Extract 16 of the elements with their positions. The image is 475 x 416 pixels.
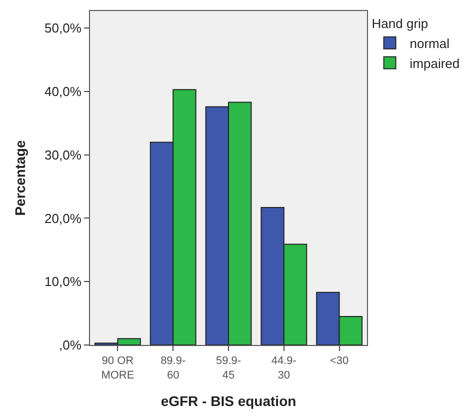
y-tick-label: 10,0% [44,274,82,290]
x-tick-label: 89.9-60 [160,355,186,382]
y-tick-label: ,0% [58,338,82,353]
x-tick-label: <30 [330,355,349,368]
y-tick-label: 30,0% [44,147,82,162]
legend-label: impaired [410,56,460,71]
y-tick-label: 20,0% [44,210,82,226]
y-axis-title: Percentage [12,140,28,216]
legend-label: normal [410,36,450,51]
x-tick-label: 90 OR MORE [101,355,134,382]
legend-title: Hand grip [372,16,428,31]
y-tick-label: 40,0% [44,84,82,100]
x-tick-label: 59.9-45 [216,355,242,382]
x-tick-label: 44.9-30 [271,355,297,382]
y-tick-label: 50,0% [44,20,82,36]
x-axis-title: eGFR - BIS equation [160,392,296,409]
